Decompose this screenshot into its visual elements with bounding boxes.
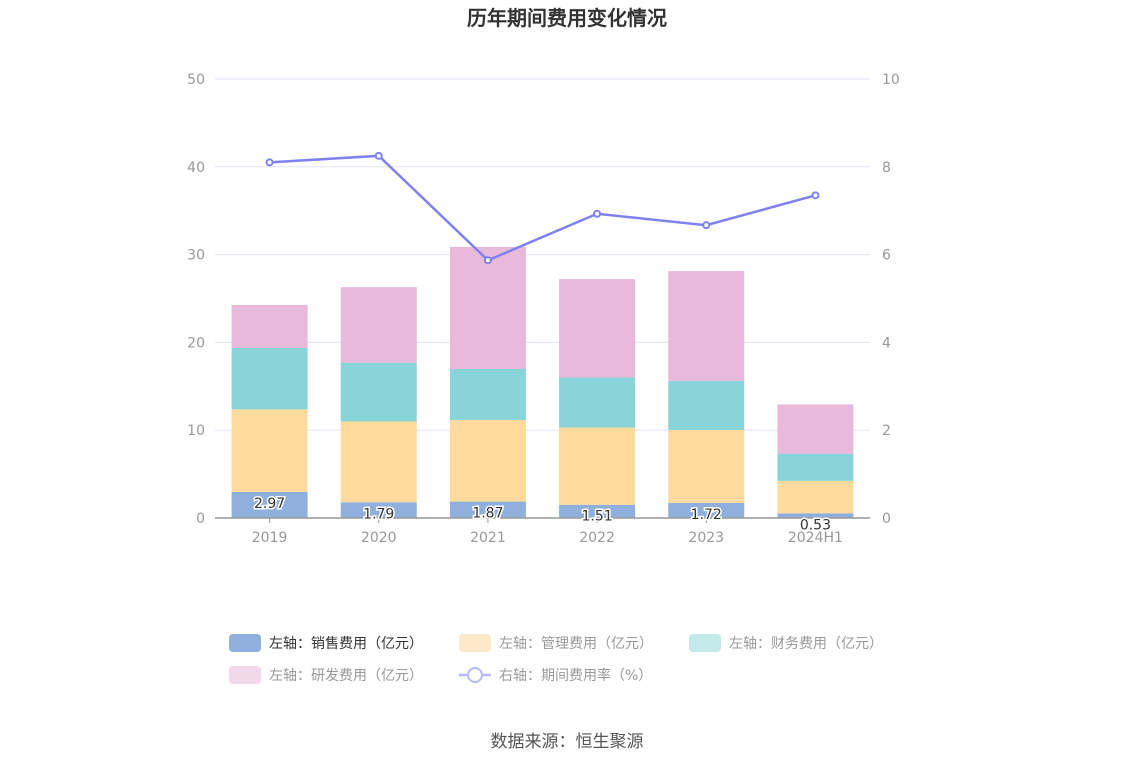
bar-segment-4[interactable] — [231, 304, 308, 348]
right-tick-label: 10 — [882, 72, 900, 88]
legend-label: 左轴：销售费用（亿元） — [269, 636, 423, 652]
bar-segment-3[interactable] — [777, 453, 854, 481]
legend-swatch — [229, 666, 261, 684]
bar-segment-2[interactable] — [449, 419, 526, 502]
bar-segment-4[interactable] — [668, 271, 745, 381]
rate-point[interactable] — [593, 209, 602, 218]
legend-item[interactable]: 右轴：期间费用率（%） — [459, 667, 652, 684]
legend-marker — [467, 667, 483, 683]
chart-title: 历年期间费用变化情况 — [467, 6, 667, 30]
left-tick-label: 0 — [196, 511, 205, 527]
legend-label: 右轴：期间费用率（%） — [499, 667, 652, 684]
grid — [215, 78, 870, 431]
legend-label: 左轴：研发费用（亿元） — [269, 668, 423, 684]
left-tick-label: 30 — [187, 248, 205, 264]
left-tick-label: 10 — [187, 423, 205, 439]
x-tick-label: 2023 — [688, 530, 724, 546]
x-tick-label: 2024H1 — [788, 530, 843, 546]
right-tick-label: 8 — [882, 160, 891, 176]
left-tick-label: 50 — [187, 72, 205, 88]
right-tick-label: 0 — [882, 511, 891, 527]
bar-segment-3[interactable] — [340, 362, 417, 422]
bar-segment-1[interactable] — [231, 491, 308, 518]
bar-segment-1[interactable] — [777, 513, 854, 518]
x-tick-label: 2022 — [579, 530, 615, 546]
bar-data-label: 1.51 — [581, 509, 612, 525]
data-labels: 2.97 1.79 1.87 1.51 1.72 0.53 — [252, 494, 832, 534]
bar-segment-3[interactable] — [231, 347, 308, 410]
bar-data-label: 1.79 — [363, 506, 394, 522]
bars — [231, 246, 854, 518]
rate-point[interactable] — [374, 151, 383, 160]
left-tick-label: 40 — [187, 160, 205, 176]
legend-swatch — [689, 634, 721, 652]
legend-item[interactable]: 左轴：管理费用（亿元） — [459, 634, 653, 652]
bar-data-label: 1.87 — [472, 506, 503, 522]
right-tick-label: 2 — [882, 423, 891, 439]
legend: 左轴：销售费用（亿元） 左轴：管理费用（亿元） 左轴：财务费用（亿元） 左轴：研发费用… — [229, 634, 883, 684]
bar-segment-4[interactable] — [449, 246, 526, 370]
bar-segment-4[interactable] — [340, 287, 417, 363]
rate-point[interactable] — [702, 221, 711, 230]
rate-line-path — [269, 154, 816, 262]
bar-segment-4[interactable] — [559, 279, 636, 378]
bar-segment-3[interactable] — [449, 369, 526, 420]
legend-label: 左轴：管理费用（亿元） — [499, 636, 653, 652]
rate-point[interactable] — [483, 256, 492, 265]
bar-segment-2[interactable] — [340, 421, 417, 503]
bar-segment-3[interactable] — [559, 377, 636, 428]
bar-data-label: 0.53 — [800, 517, 831, 533]
legend-item[interactable]: 左轴：销售费用（亿元） — [229, 634, 423, 652]
x-tick-label: 2020 — [361, 530, 397, 546]
bar-segment-3[interactable] — [668, 380, 745, 431]
bar-segment-2[interactable] — [231, 409, 308, 492]
legend-item[interactable]: 左轴：财务费用（亿元） — [689, 634, 883, 652]
legend-label: 左轴：财务费用（亿元） — [729, 636, 883, 652]
bar-segment-2[interactable] — [559, 427, 636, 505]
bar-segment-1[interactable] — [668, 502, 745, 518]
legend-swatch — [229, 634, 261, 652]
right-tick-label: 6 — [882, 248, 891, 264]
bar-segment-1[interactable] — [559, 504, 636, 518]
bar-segment-2[interactable] — [777, 480, 854, 514]
x-tick-label: 2019 — [252, 530, 288, 546]
rate-point[interactable] — [811, 191, 820, 200]
bar-data-label: 1.72 — [691, 507, 722, 523]
rate-point[interactable] — [265, 158, 274, 167]
bar-segment-1[interactable] — [449, 501, 526, 518]
bar-segment-1[interactable] — [340, 502, 417, 518]
bar-segment-2[interactable] — [668, 430, 745, 503]
left-axis: 0 10 20 30 40 50 — [187, 72, 205, 527]
bar-data-label: 2.97 — [254, 496, 285, 512]
x-tick-label: 2021 — [470, 530, 506, 546]
rate-line — [265, 151, 820, 265]
legend-swatch — [459, 634, 491, 652]
bar-segment-4[interactable] — [777, 404, 854, 454]
data-source: 数据来源：恒生聚源 — [491, 732, 644, 752]
left-tick-label: 20 — [187, 335, 205, 351]
legend-item[interactable]: 左轴：研发费用（亿元） — [229, 666, 423, 684]
right-tick-label: 4 — [882, 335, 891, 351]
right-axis: 0 2 4 6 8 10 — [882, 72, 900, 527]
x-axis: 2019 2020 2021 2022 2023 2024H1 — [215, 517, 870, 546]
